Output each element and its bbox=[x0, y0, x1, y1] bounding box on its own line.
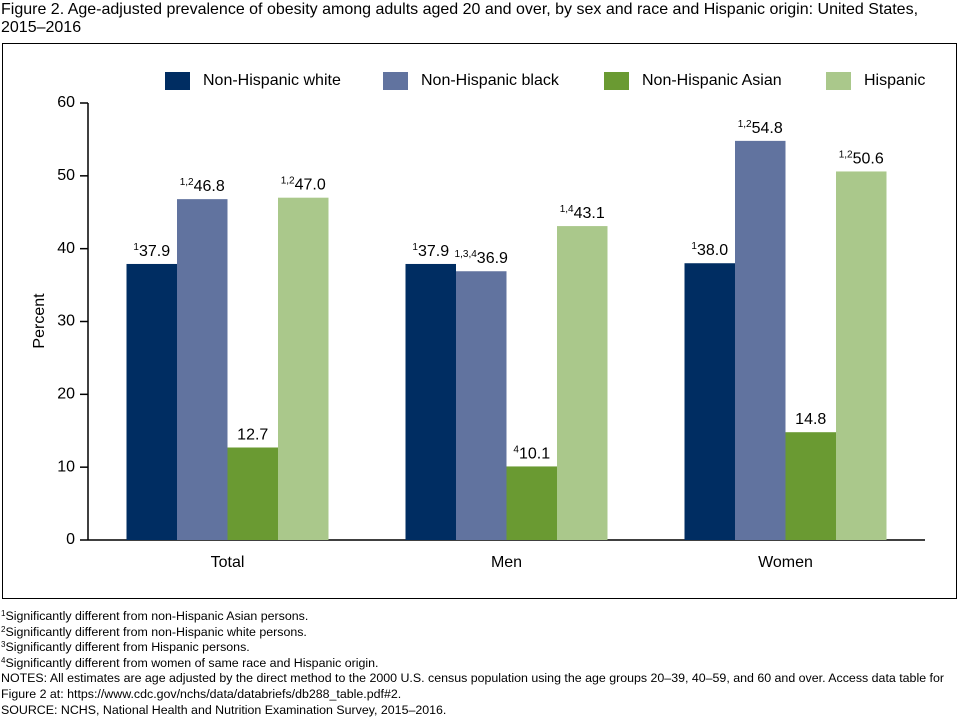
value-label: 1,443.1 bbox=[560, 204, 605, 223]
value-label-number: 37.9 bbox=[139, 243, 170, 260]
footnote: 3Significantly different from Hispanic p… bbox=[1, 640, 957, 656]
bar bbox=[456, 271, 507, 540]
footnote: 2Significantly different from non-Hispan… bbox=[1, 625, 957, 641]
legend-swatch bbox=[604, 72, 629, 90]
value-label: 1,250.6 bbox=[839, 149, 884, 168]
value-label: 14.8 bbox=[795, 411, 826, 428]
bar bbox=[506, 466, 557, 540]
value-label: 1,246.8 bbox=[180, 177, 225, 196]
value-label-note: 1 bbox=[133, 242, 139, 253]
value-label: 1,247.0 bbox=[281, 175, 326, 194]
value-label: 12.7 bbox=[237, 427, 268, 444]
footnote-text: Significantly different from Hispanic pe… bbox=[5, 640, 250, 655]
bar bbox=[735, 140, 786, 540]
value-label-number: 12.7 bbox=[237, 427, 268, 444]
footnote-marker: 1 bbox=[1, 609, 6, 618]
value-label-note: 1,2 bbox=[281, 175, 295, 186]
y-tick-label: 60 bbox=[57, 94, 75, 111]
legend-swatch bbox=[826, 72, 851, 90]
bar bbox=[405, 263, 456, 540]
value-label: 137.9 bbox=[133, 242, 170, 261]
value-label-number: 46.8 bbox=[194, 178, 225, 195]
value-label-number: 50.6 bbox=[853, 151, 884, 168]
value-label-note: 4 bbox=[513, 444, 519, 455]
bar bbox=[557, 226, 608, 541]
chart: Percent 0 10 20 30 40 50 60 Non-Hispanic white N… bbox=[2, 43, 957, 599]
value-label: 1,254.8 bbox=[738, 119, 783, 138]
value-label-number: 37.9 bbox=[418, 243, 449, 260]
value-label-number: 38.0 bbox=[697, 242, 728, 259]
footer: 1Significantly different from non-Hispan… bbox=[1, 609, 957, 718]
x-tick-label: Women bbox=[758, 554, 813, 571]
source: SOURCE: NCHS, National Health and Nutrit… bbox=[1, 702, 447, 717]
bar bbox=[177, 199, 228, 540]
footnote-marker: 2 bbox=[1, 624, 6, 634]
notes: NOTES: All estimates are age adjusted by… bbox=[1, 671, 944, 701]
bar bbox=[126, 263, 177, 540]
value-label-number: 14.8 bbox=[795, 411, 826, 428]
value-label-number: 43.1 bbox=[574, 205, 605, 222]
y-tick-label: 0 bbox=[66, 531, 75, 548]
chart-frame bbox=[2, 43, 957, 599]
y-axis-label: Percent bbox=[31, 293, 48, 349]
legend-label: Hispanic bbox=[864, 72, 925, 89]
value-label-note: 1 bbox=[412, 242, 418, 253]
y-tick-label: 40 bbox=[57, 240, 75, 257]
value-label-note: 1,4 bbox=[560, 204, 574, 215]
bar bbox=[227, 447, 278, 540]
chart-title: Figure 2. Age-adjusted prevalence of obe… bbox=[1, 1, 919, 36]
bar bbox=[836, 171, 887, 541]
value-label-number: 10.1 bbox=[519, 446, 550, 463]
footnote-text: Significantly different from women of sa… bbox=[5, 655, 379, 670]
footnote: 4Significantly different from women of s… bbox=[1, 656, 957, 672]
footnote-marker: 3 bbox=[1, 640, 6, 650]
bar bbox=[684, 263, 735, 540]
y-tick-label: 10 bbox=[57, 458, 75, 475]
x-tick-label: Men bbox=[491, 554, 522, 571]
bar bbox=[785, 432, 836, 540]
value-label-note: 1,2 bbox=[738, 119, 752, 130]
legend-swatch bbox=[165, 72, 190, 90]
value-label-number: 54.8 bbox=[752, 120, 783, 137]
value-label-note: 1,3,4 bbox=[455, 249, 478, 260]
value-label-number: 47.0 bbox=[295, 177, 326, 194]
footnote-marker: 4 bbox=[1, 655, 6, 665]
value-label-note: 1,2 bbox=[180, 177, 194, 188]
legend-swatch bbox=[383, 72, 408, 90]
y-tick-label: 50 bbox=[57, 167, 75, 184]
value-label: 410.1 bbox=[513, 444, 550, 463]
legend-label: Non-Hispanic black bbox=[421, 72, 560, 89]
value-label: 138.0 bbox=[691, 241, 728, 260]
footnote-text: Significantly different from non-Hispani… bbox=[5, 609, 309, 623]
x-tick-label: Total bbox=[211, 554, 245, 571]
bar bbox=[278, 197, 329, 540]
footnote-text: Significantly different from non-Hispani… bbox=[5, 624, 307, 639]
y-tick-label: 20 bbox=[57, 386, 75, 403]
value-label-number: 36.9 bbox=[477, 250, 508, 267]
y-tick-label: 30 bbox=[57, 313, 75, 330]
value-label-note: 1,2 bbox=[839, 149, 853, 160]
value-label: 137.9 bbox=[412, 242, 449, 261]
legend-label: Non-Hispanic Asian bbox=[642, 72, 782, 89]
value-label-note: 1 bbox=[691, 241, 697, 252]
footnote: 1Significantly different from non-Hispan… bbox=[1, 609, 957, 625]
legend-label: Non-Hispanic white bbox=[203, 72, 341, 89]
value-label: 1,3,436.9 bbox=[455, 249, 508, 268]
